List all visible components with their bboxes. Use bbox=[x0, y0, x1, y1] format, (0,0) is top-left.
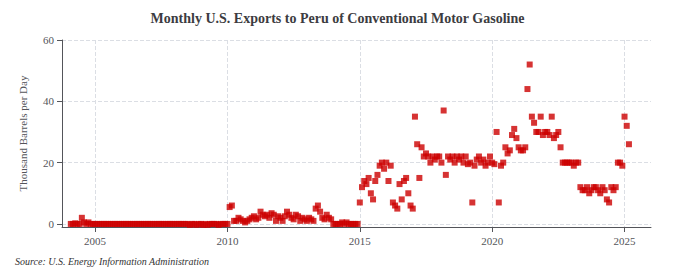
svg-text:2015: 2015 bbox=[349, 235, 372, 247]
svg-text:2005: 2005 bbox=[84, 235, 107, 247]
svg-text:2020: 2020 bbox=[481, 235, 504, 247]
svg-text:60: 60 bbox=[43, 34, 55, 46]
svg-text:40: 40 bbox=[43, 95, 55, 107]
svg-text:Monthly U.S. Exports to Peru o: Monthly U.S. Exports to Peru of Conventi… bbox=[151, 11, 525, 26]
svg-text:0: 0 bbox=[49, 218, 55, 230]
svg-text:2010: 2010 bbox=[216, 235, 239, 247]
svg-text:Source: U.S. Energy Informatio: Source: U.S. Energy Information Administ… bbox=[15, 256, 209, 267]
svg-text:20: 20 bbox=[43, 157, 55, 169]
svg-text:2025: 2025 bbox=[614, 235, 637, 247]
svg-text:Thousand Barrels per Day: Thousand Barrels per Day bbox=[17, 75, 29, 191]
